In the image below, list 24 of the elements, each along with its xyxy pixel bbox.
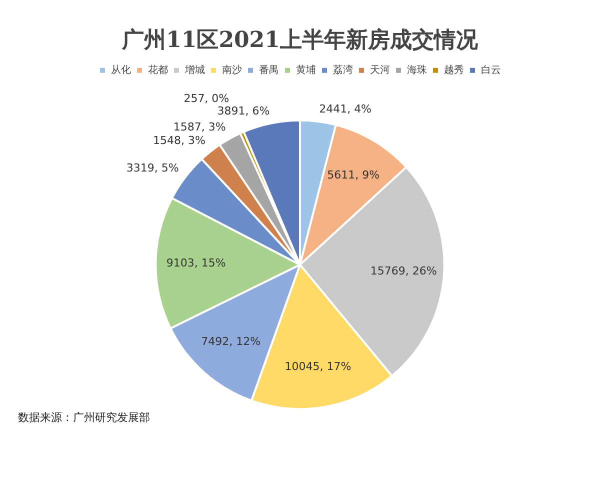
data-label: 10045, 17% <box>284 360 352 373</box>
data-label: 7492, 12% <box>201 335 261 348</box>
data-label: 9103, 15% <box>166 256 226 270</box>
data-label: 1587, 3% <box>173 120 226 134</box>
legend-label: 海珠 <box>407 64 427 76</box>
legend-label: 从化 <box>111 64 131 76</box>
data-label: 3891, 6% <box>217 104 270 118</box>
data-label: 257, 0% <box>184 92 230 106</box>
data-label: 3319, 5% <box>126 161 179 174</box>
legend-label: 番禺 <box>259 64 279 76</box>
legend-label: 黄埔 <box>296 64 316 76</box>
data-label: 2441, 4% <box>319 102 372 116</box>
legend-label: 白云 <box>481 64 501 76</box>
source-note: 数据来源：广州研究发展部 <box>18 410 150 425</box>
chart-title: 广州11区2021上半年新房成交情况 <box>121 26 479 53</box>
data-label: 1548, 3% <box>153 134 206 148</box>
legend-label: 南沙 <box>222 64 242 76</box>
legend-label: 增城 <box>184 64 205 76</box>
data-label: 5611, 9% <box>327 168 380 182</box>
data-label: 15769, 26% <box>370 264 437 278</box>
legend-label: 花都 <box>148 64 168 76</box>
legend-label: 荔湾 <box>333 64 353 76</box>
legend-label: 越秀 <box>444 64 464 76</box>
legend-label: 天河 <box>370 64 390 76</box>
